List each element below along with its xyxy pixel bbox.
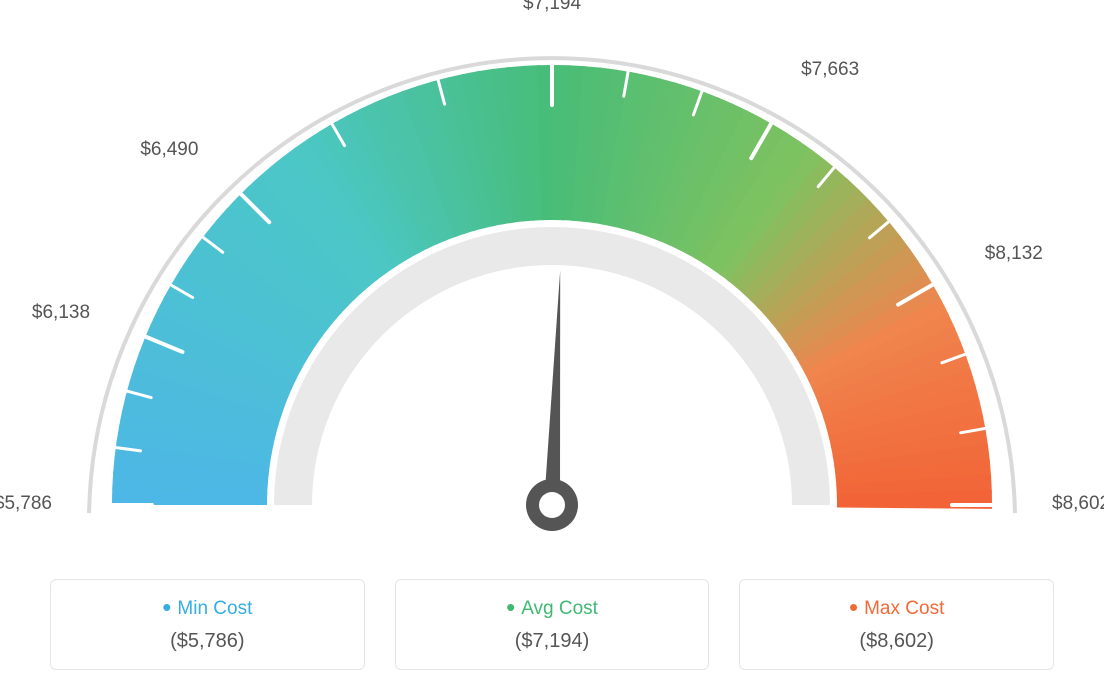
min-cost-value: ($5,786) — [61, 630, 354, 653]
cost-gauge-chart: $5,786 $6,138 $6,490 $7,194 $7,663 $8,132 $8,6… — [0, 0, 1104, 690]
max-cost-title: Max Cost — [750, 598, 1043, 620]
gauge-tick-label: $8,602 — [1052, 493, 1104, 515]
max-cost-card: Max Cost ($8,602) — [739, 579, 1054, 670]
avg-cost-value: ($7,194) — [406, 630, 699, 653]
max-cost-value: ($8,602) — [750, 630, 1043, 653]
avg-cost-card: Avg Cost ($7,194) — [395, 579, 710, 670]
summary-cards: Min Cost ($5,786) Avg Cost ($7,194) Max … — [50, 579, 1054, 670]
avg-cost-title: Avg Cost — [406, 598, 699, 620]
min-cost-title: Min Cost — [61, 598, 354, 620]
gauge-tick-label: $8,132 — [985, 243, 1043, 265]
gauge-area: $5,786 $6,138 $6,490 $7,194 $7,663 $8,132 $8,6… — [0, 0, 1104, 560]
gauge-tick-label: $5,786 — [0, 493, 52, 515]
gauge-svg — [0, 0, 1104, 560]
gauge-tick-label: $6,490 — [128, 139, 198, 161]
gauge-tick-label: $7,663 — [801, 59, 859, 81]
gauge-tick-label: $7,194 — [517, 0, 587, 15]
min-cost-card: Min Cost ($5,786) — [50, 579, 365, 670]
gauge-tick-label: $6,138 — [20, 302, 90, 324]
